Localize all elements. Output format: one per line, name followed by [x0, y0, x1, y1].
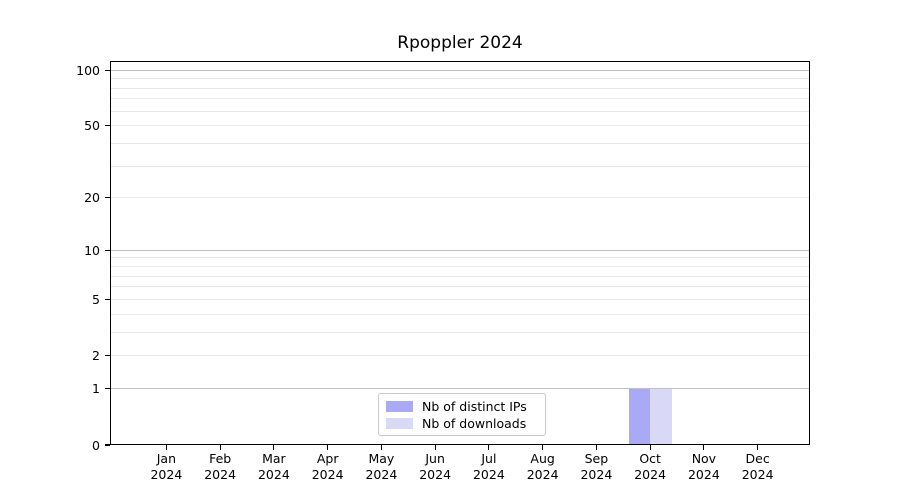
- y-axis-tick-label: 0: [92, 437, 100, 453]
- gridline-major: [111, 249, 809, 251]
- x-axis-tick: [542, 445, 544, 450]
- x-axis-tick: [380, 445, 382, 450]
- legend-item-distinct-ips: Nb of distinct IPs: [386, 398, 545, 415]
- x-axis-tick-label: Mar 2024: [257, 451, 290, 482]
- gridline-minor: [111, 125, 809, 127]
- x-axis-tick-label: Apr 2024: [311, 451, 344, 482]
- y-axis-tick-label: 20: [84, 190, 100, 206]
- x-axis-tick: [649, 445, 651, 450]
- x-axis-tick-label: May 2024: [365, 451, 398, 482]
- y-axis-tick: [105, 69, 110, 71]
- x-axis-tick-label: Nov 2024: [687, 451, 720, 482]
- plot-area-border: [110, 61, 810, 445]
- y-axis-tick-label: 1: [92, 381, 100, 397]
- x-axis-tick: [327, 445, 329, 450]
- legend-label-downloads: Nb of downloads: [422, 415, 527, 431]
- x-axis-tick-label: Jun 2024: [419, 451, 452, 482]
- gridline-minor: [111, 78, 809, 80]
- x-axis-tick: [434, 445, 436, 450]
- y-axis-tick: [105, 355, 110, 357]
- y-axis-tick-label: 5: [92, 291, 100, 307]
- x-axis-tick-label: Oct 2024: [634, 451, 667, 482]
- y-axis-tick-label: 100: [76, 62, 100, 78]
- gridline-minor: [111, 298, 809, 300]
- gridline-minor: [111, 331, 809, 333]
- x-axis-tick: [757, 445, 759, 450]
- gridline-minor: [111, 286, 809, 288]
- gridline-minor: [111, 87, 809, 89]
- bar-downloads: [650, 388, 672, 444]
- y-axis-tick: [105, 249, 110, 251]
- y-axis-tick: [105, 298, 110, 301]
- y-axis-tick: [105, 444, 110, 446]
- y-axis-tick: [105, 388, 110, 390]
- x-axis-tick-label: Jul 2024: [472, 451, 505, 482]
- y-axis-tick-label: 10: [84, 242, 100, 258]
- x-axis-tick: [273, 445, 275, 450]
- x-axis-tick: [219, 445, 221, 450]
- gridline-major: [111, 69, 809, 71]
- gridline-minor: [111, 142, 809, 144]
- y-axis-tick: [105, 125, 110, 127]
- x-axis-tick: [165, 445, 167, 450]
- x-axis-tick-label: Aug 2024: [526, 451, 559, 482]
- y-axis-tick-label: 2: [92, 348, 100, 364]
- x-axis-tick-label: Dec 2024: [741, 451, 774, 482]
- x-axis-tick: [488, 445, 490, 450]
- x-axis-tick: [703, 445, 705, 450]
- legend: Nb of distinct IPs Nb of downloads: [378, 393, 546, 436]
- x-axis-tick-label: Jan 2024: [150, 451, 183, 482]
- legend-swatch-distinct-ips-icon: [386, 400, 413, 412]
- x-axis-tick: [595, 445, 597, 450]
- bar-distinct-ips: [628, 388, 651, 444]
- x-axis-tick-label: Sep 2024: [580, 451, 613, 482]
- gridline-minor: [111, 197, 809, 199]
- y-axis-tick: [105, 197, 110, 199]
- chart-title: Rpoppler 2024: [397, 33, 523, 53]
- gridline-minor: [111, 257, 809, 259]
- gridline-minor: [111, 266, 809, 268]
- gridline-major: [111, 388, 809, 390]
- gridline-minor: [111, 313, 809, 315]
- legend-label-distinct-ips: Nb of distinct IPs: [422, 398, 527, 414]
- legend-item-downloads: Nb of downloads: [386, 415, 545, 432]
- gridline-minor: [111, 110, 809, 112]
- x-axis-tick-label: Feb 2024: [204, 451, 237, 482]
- gridline-minor: [111, 98, 809, 100]
- y-axis-tick-label: 50: [84, 118, 100, 134]
- legend-swatch-downloads-icon: [386, 417, 413, 429]
- gridline-minor: [111, 275, 809, 277]
- gridline-minor: [111, 165, 809, 167]
- gridline-minor: [111, 355, 809, 357]
